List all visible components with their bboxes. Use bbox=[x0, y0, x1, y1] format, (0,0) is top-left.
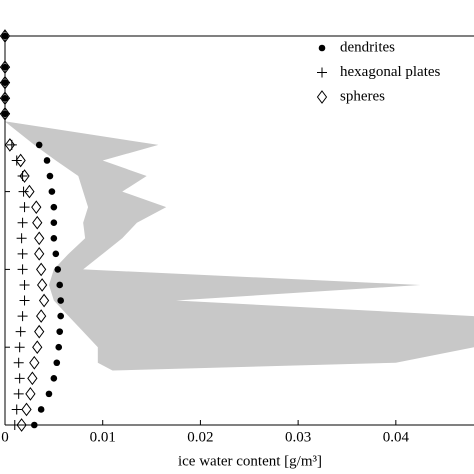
dot-marker bbox=[50, 234, 58, 242]
dot-marker bbox=[55, 343, 63, 351]
diamond-marker bbox=[4, 138, 16, 152]
plus-marker bbox=[317, 67, 327, 78]
plus-marker bbox=[0, 31, 10, 41]
diamond-marker bbox=[34, 247, 45, 261]
plus-marker bbox=[17, 311, 28, 322]
range-band bbox=[5, 121, 474, 371]
plus-marker bbox=[19, 279, 30, 290]
diamond-marker bbox=[19, 169, 30, 183]
diamond-marker bbox=[36, 309, 47, 323]
diamond-marker bbox=[25, 387, 36, 401]
dot-marker bbox=[45, 390, 53, 398]
diamond-marker bbox=[0, 91, 11, 106]
plus-marker bbox=[13, 357, 24, 368]
plus-marker bbox=[0, 77, 10, 88]
x-tick-label: 0.04 bbox=[383, 429, 410, 445]
diamond-marker bbox=[15, 153, 26, 168]
dot-marker bbox=[50, 375, 58, 382]
diamond-marker bbox=[0, 29, 11, 43]
dot-marker bbox=[54, 266, 62, 273]
dot-marker bbox=[43, 157, 51, 164]
plus-marker bbox=[19, 202, 30, 213]
x-axis-label: ice water content [g/m³] bbox=[178, 453, 322, 469]
legend-label: dendrites bbox=[340, 39, 395, 55]
diamond-marker bbox=[38, 293, 50, 308]
dot-marker bbox=[53, 359, 61, 367]
plus-marker bbox=[11, 404, 22, 415]
plus-marker bbox=[9, 420, 20, 430]
diamond-marker bbox=[0, 75, 11, 90]
diamond-marker bbox=[21, 402, 32, 417]
diamond-marker bbox=[34, 324, 45, 339]
plus-marker bbox=[18, 186, 29, 197]
dot-marker bbox=[57, 312, 64, 320]
diamond-marker bbox=[37, 278, 48, 292]
diamond-marker bbox=[32, 340, 43, 355]
dot-marker bbox=[37, 406, 45, 413]
diamond-marker bbox=[316, 90, 328, 104]
plus-marker bbox=[0, 108, 10, 119]
plus-marker bbox=[16, 233, 27, 244]
legend-label: hexagonal plates bbox=[340, 64, 441, 80]
dot-marker bbox=[31, 421, 38, 429]
plus-marker bbox=[17, 264, 28, 275]
x-tick-label: 0 bbox=[1, 429, 9, 445]
diamond-marker bbox=[34, 231, 45, 246]
dot-marker bbox=[50, 203, 58, 211]
plus-marker bbox=[15, 326, 26, 337]
diamond-marker bbox=[31, 200, 42, 214]
dot-marker bbox=[318, 44, 326, 52]
diamond-marker bbox=[0, 106, 11, 121]
plus-marker bbox=[19, 295, 30, 306]
diamond-marker bbox=[32, 215, 43, 230]
dot-marker bbox=[48, 188, 56, 195]
plus-marker bbox=[17, 217, 28, 228]
diamond-marker bbox=[29, 355, 40, 370]
plus-marker bbox=[17, 248, 28, 259]
plus-marker bbox=[0, 93, 10, 104]
dot-marker bbox=[50, 219, 58, 227]
diamond-marker bbox=[24, 184, 35, 199]
dot-marker bbox=[46, 172, 54, 180]
dot-marker bbox=[52, 250, 60, 258]
plus-marker bbox=[14, 373, 25, 384]
dot-marker bbox=[57, 297, 64, 304]
x-tick-label: 0.02 bbox=[187, 429, 213, 445]
diamond-marker bbox=[0, 60, 11, 74]
plus-marker bbox=[13, 388, 24, 399]
x-tick-label: 0.03 bbox=[285, 429, 311, 445]
legend-label: spheres bbox=[340, 88, 385, 104]
dot-marker bbox=[35, 141, 43, 149]
diamond-marker bbox=[36, 262, 47, 277]
dot-marker bbox=[56, 281, 64, 289]
plus-marker bbox=[14, 342, 25, 353]
diamond-marker bbox=[27, 371, 38, 386]
x-tick-label: 0.01 bbox=[90, 429, 116, 445]
plus-marker bbox=[0, 62, 10, 73]
dot-marker bbox=[56, 328, 64, 335]
diamond-marker bbox=[16, 418, 27, 432]
